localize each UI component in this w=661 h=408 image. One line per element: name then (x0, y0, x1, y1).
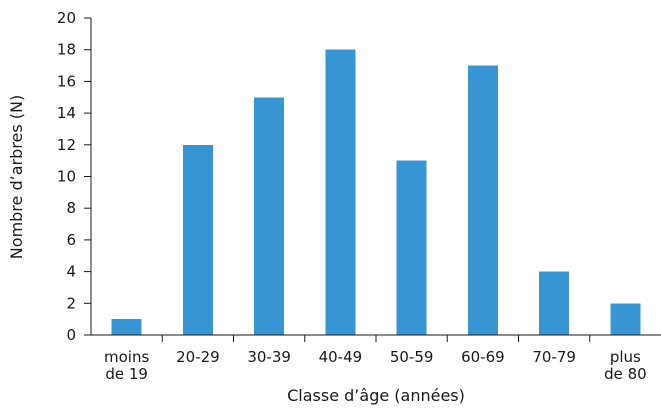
y-tick-label: 2 (66, 294, 76, 312)
bar (467, 65, 498, 336)
y-tick-label: 10 (57, 168, 76, 186)
axes-group (90, 18, 661, 336)
x-tick-label-line: 70-79 (532, 348, 576, 366)
y-tick-label: 6 (66, 231, 76, 249)
bar (539, 271, 570, 335)
x-tick-label: 70-79 (532, 348, 576, 366)
x-tick-label-line: 20-29 (176, 348, 220, 366)
x-tick-label: 20-29 (176, 348, 220, 366)
y-ticks-group: 0 2 4 6 8 10 12 14 16 18 20 (57, 9, 91, 344)
x-tick-label-line: de 80 (604, 365, 647, 383)
x-tick-label-line: moins (104, 348, 149, 366)
y-tick-label: 12 (57, 136, 76, 154)
x-tick-label: moins de 19 (104, 348, 149, 383)
x-tick-label-line: 50-59 (390, 348, 434, 366)
x-tick-label-line: 40-49 (319, 348, 363, 366)
x-tick-label-line: 60-69 (461, 348, 505, 366)
bar (182, 144, 213, 335)
x-tick-label: 30-39 (247, 348, 291, 366)
bar (396, 160, 427, 335)
y-tick-label: 16 (57, 72, 76, 90)
y-tick-label: 0 (66, 326, 76, 344)
y-tick-label: 14 (57, 104, 76, 122)
bar (111, 319, 142, 335)
bar (254, 97, 285, 335)
x-tick-label: 40-49 (319, 348, 363, 366)
x-tick-label: 50-59 (390, 348, 434, 366)
x-tick-label: plus de 80 (604, 348, 647, 383)
x-tick-label: 60-69 (461, 348, 505, 366)
bars-group (111, 49, 641, 336)
y-tick-label: 8 (66, 199, 76, 217)
y-tick-label: 4 (66, 263, 76, 281)
x-tick-label-line: de 19 (105, 365, 148, 383)
x-ticks-group: moins de 19 20-29 30-39 40-49 50-59 60-69 70-79… (104, 335, 647, 383)
bar (325, 49, 356, 335)
x-tick-label-line: 30-39 (247, 348, 291, 366)
y-tick-label: 18 (57, 41, 76, 59)
x-tick-label-line: plus (610, 348, 641, 366)
x-axis-title: Classe d’âge (années) (287, 386, 465, 405)
y-axis-title: Nombre d’arbres (N) (7, 95, 26, 259)
y-tick-label: 20 (57, 9, 76, 27)
bar (610, 303, 641, 335)
